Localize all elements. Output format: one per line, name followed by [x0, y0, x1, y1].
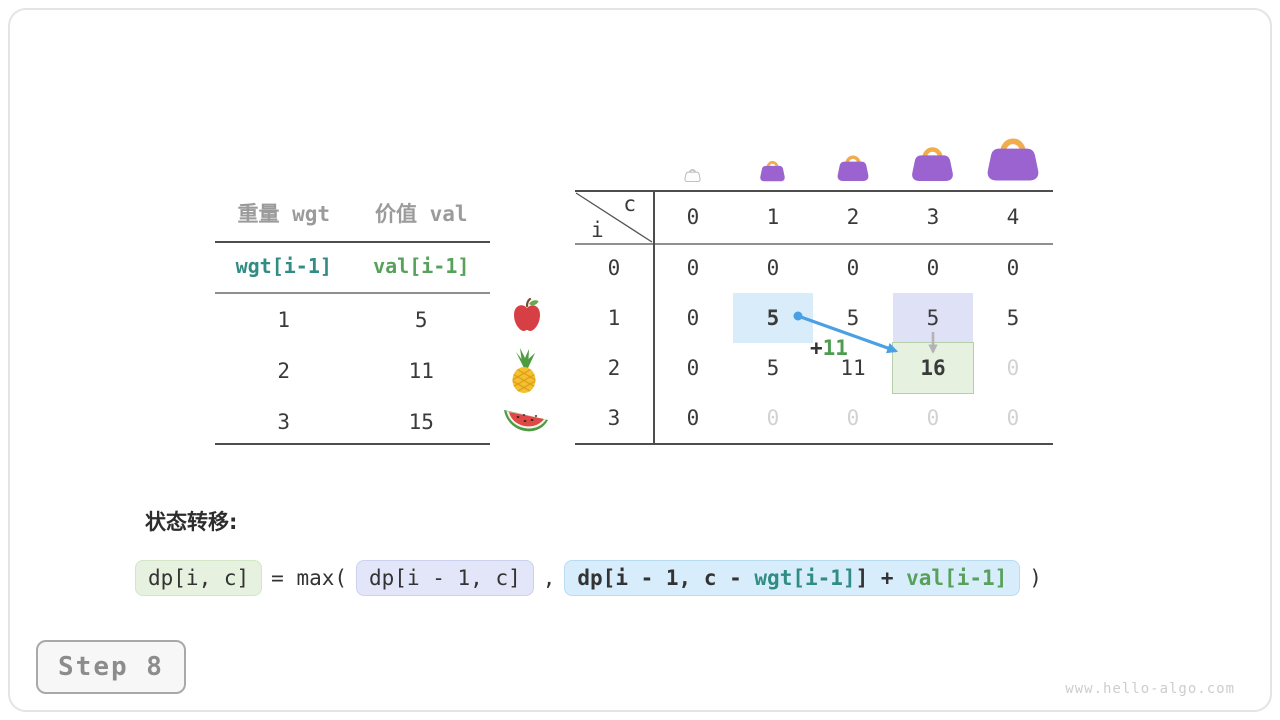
dp-cell: 0 [1006, 256, 1020, 280]
items-var-rule [215, 292, 490, 294]
formula-close-paren: ) [1029, 566, 1042, 590]
dp-grid: 0 0 0 0 0 0 5 5 5 5 0 5 11 16 0 0 0 0 0 … [653, 243, 1053, 443]
items-bottom-rule [215, 443, 490, 445]
row-header: 3 [607, 406, 621, 430]
corner-diagonal-line [575, 192, 653, 243]
plus-sign: + [810, 336, 823, 360]
watermelon-icon [502, 403, 550, 441]
formula-comma: , [542, 566, 556, 590]
dp-cell: 0 [686, 256, 700, 280]
apple-icon [512, 297, 542, 337]
transition-formula: dp[i, c] = max( dp[i - 1, c] , dp[i - 1,… [135, 560, 1042, 596]
items-table-rows: 1 5 2 11 3 15 [215, 294, 490, 447]
items-var-row: wgt[i-1] val[i-1] [215, 254, 490, 278]
dp-cell-compare: 5 [893, 293, 973, 343]
formula-arg2-val: val[i-1] [906, 566, 1008, 590]
item-weight: 1 [277, 307, 291, 332]
step-badge: Step 8 [36, 640, 186, 694]
bag-icon-0 [684, 166, 701, 186]
dp-vertical-rule [653, 190, 655, 443]
bag-icon-2 [836, 149, 870, 186]
item-weight: 2 [277, 358, 291, 383]
dp-cell: 0 [766, 256, 780, 280]
dp-cell: 5 [1006, 306, 1020, 330]
dp-cell: 0 [926, 406, 940, 430]
col-header: 3 [926, 204, 940, 229]
item-value: 5 [414, 307, 428, 332]
dp-cell: 11 [840, 356, 866, 380]
dp-cell-target: 16 [893, 343, 973, 393]
formula-arg1: dp[i - 1, c] [356, 560, 534, 596]
added-value: 11 [822, 336, 848, 360]
dp-cell: 0 [1006, 406, 1020, 430]
weight-header: 重量 wgt [237, 202, 331, 226]
dp-row-headers: 0 1 2 3 [575, 243, 653, 443]
formula-eq-max: = max( [271, 566, 348, 590]
formula-arg2: dp[i - 1, c - wgt[i-1]] + val[i-1] [564, 560, 1021, 596]
dp-top-rule [575, 190, 1053, 192]
dp-bottom-rule [575, 443, 1053, 445]
formula-arg2-wgt: wgt[i-1] [754, 566, 856, 590]
item-value: 11 [408, 358, 434, 383]
wgt-var-label: wgt[i-1] [235, 254, 332, 278]
val-var-label: val[i-1] [373, 254, 470, 278]
bag-icon-4 [985, 128, 1041, 186]
transition-label: 状态转移: [145, 510, 238, 534]
dp-table: c i 0 1 2 3 4 0 1 2 3 0 0 0 0 0 0 5 5 5 … [575, 190, 1053, 445]
capacity-var-label: c [623, 192, 636, 216]
formula-lhs: dp[i, c] [135, 560, 263, 596]
row-header: 1 [607, 306, 621, 330]
bag-icon-3 [910, 139, 955, 186]
formula-arg2-mid: ] + [855, 566, 907, 590]
col-header: 2 [846, 204, 860, 229]
row-header: 0 [607, 256, 621, 280]
formula-arg2-pre: dp[i - 1, c - [577, 566, 755, 590]
dp-cell: 0 [686, 306, 700, 330]
item-weight: 3 [277, 409, 291, 434]
items-table-header: 重量 wgt 价值 val [215, 198, 490, 228]
item-value: 15 [408, 409, 434, 434]
value-header: 价值 val [374, 202, 468, 226]
dp-cell: 0 [686, 356, 700, 380]
dp-header-rule [575, 243, 1053, 245]
pineapple-icon [505, 346, 543, 398]
dp-cell: 0 [1006, 356, 1020, 380]
items-header-rule [215, 241, 490, 243]
dp-cell: 0 [766, 406, 780, 430]
dp-cell: 0 [926, 256, 940, 280]
bag-icon-1 [759, 156, 786, 186]
dp-cell: 0 [846, 256, 860, 280]
dp-cell: 0 [686, 406, 700, 430]
dp-cell: 5 [766, 356, 780, 380]
col-header: 0 [686, 204, 700, 229]
col-header: 1 [766, 204, 780, 229]
transition-annotation: +11 [810, 336, 848, 360]
dp-cell-source: 5 [733, 293, 813, 343]
items-table: 重量 wgt 价值 val wgt[i-1] val[i-1] 1 5 2 11… [215, 196, 490, 446]
watermark: www.hello-algo.com [1065, 681, 1235, 697]
dp-corner-cell: c i [575, 192, 653, 243]
item-var-label: i [591, 218, 604, 242]
row-header: 2 [607, 356, 621, 380]
col-header: 4 [1006, 204, 1020, 229]
dp-cell: 0 [846, 406, 860, 430]
dp-column-headers: 0 1 2 3 4 [653, 190, 1053, 243]
